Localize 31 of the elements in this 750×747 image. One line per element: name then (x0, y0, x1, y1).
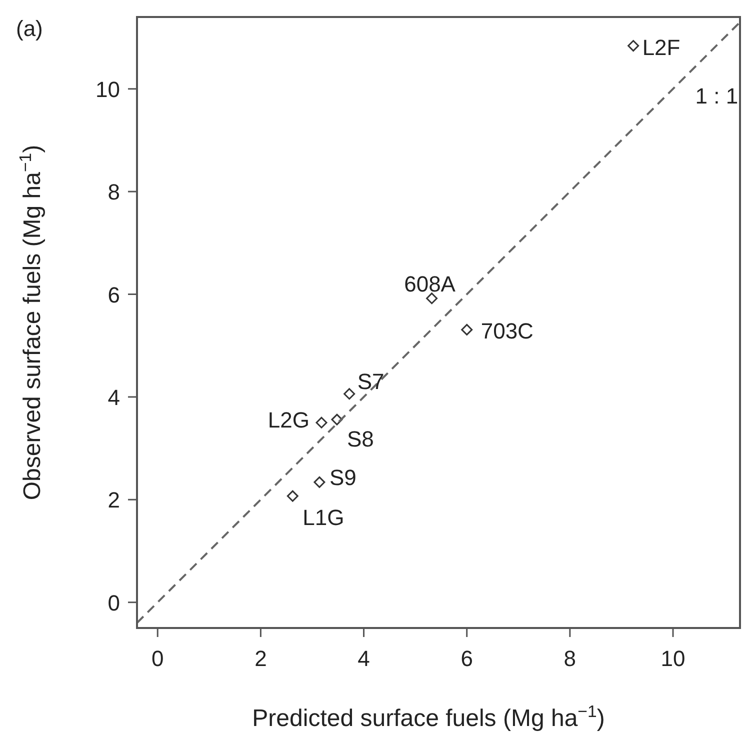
x-tick-label: 0 (151, 646, 164, 671)
y-tick-label: 8 (108, 180, 120, 205)
y-tick-label: 4 (108, 384, 120, 410)
y-tick-label: 2 (108, 488, 120, 513)
x-axis-title: Predicted surface fuels (Mg ha$^{−1}$) (252, 702, 605, 732)
x-tick-label: 2 (254, 646, 267, 671)
annotation: 703C (480, 318, 534, 344)
point (331, 414, 343, 426)
annotation: 1 : 1 (695, 84, 738, 109)
point (461, 324, 473, 336)
x-tick-label: 4 (358, 646, 370, 671)
x-tick-label: 8 (564, 646, 576, 671)
point (314, 476, 326, 488)
annotation: L2F (642, 34, 680, 60)
x-tick-label: 6 (460, 646, 473, 671)
x-tick-label: 10 (660, 646, 686, 671)
point (344, 388, 356, 400)
annotation: S8 (346, 426, 374, 452)
chart-title: (a) (16, 16, 43, 41)
y-tick-label: 6 (108, 282, 120, 308)
annotation: L1G (302, 505, 344, 530)
annotation: L2G (268, 408, 310, 433)
point (628, 40, 640, 52)
annotation: 608A (404, 271, 456, 296)
point (426, 292, 438, 304)
y-tick-label: 10 (96, 76, 120, 102)
y-tick-label: 0 (108, 590, 120, 616)
point (286, 490, 298, 502)
annotation: S7 (357, 368, 384, 394)
annotation: S9 (329, 465, 356, 490)
point (316, 416, 328, 428)
